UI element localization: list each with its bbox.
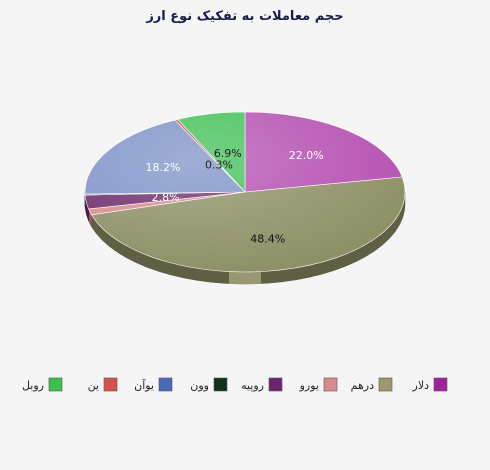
legend-swatch-3 [268, 377, 283, 392]
pie-gloss [85, 112, 405, 272]
legend-label-0: دلار [412, 379, 430, 392]
legend-swatch-7 [48, 377, 63, 392]
pie-edge-highlight [229, 270, 261, 284]
legend-swatch-2 [323, 377, 338, 392]
legend-label-7: روبل [22, 379, 44, 392]
legend-label-3: روپیه [241, 379, 264, 392]
legend-swatch-0 [433, 377, 448, 392]
pie-label-3: 2.8% [152, 191, 180, 204]
legend-label-2: یورو [299, 379, 319, 392]
pie-labels-layer: 22.0% 48.4% 2.8% 18.2% 0.3%6.9% [146, 147, 324, 246]
pie-label-0: 22.0% [289, 149, 324, 162]
pie-label-5: 18.2% [146, 161, 181, 174]
legend-swatch-1 [378, 377, 393, 392]
pie-label-7: 6.9% [214, 147, 242, 160]
legend-label-1: درهم [351, 379, 374, 392]
legend-swatch-5 [158, 377, 173, 392]
legend: دلار درهم یورو روپیه وون یوآن ین روبل [22, 377, 448, 392]
chart-title: حجم معاملات به تفکیک نوع ارز [145, 9, 343, 24]
pie-top-layer [84, 111, 406, 273]
legend-label-5: یوآن [134, 378, 154, 392]
legend-label-6: ین [88, 379, 99, 392]
pie-label-1: 48.4% [250, 233, 285, 246]
legend-label-4: وون [190, 379, 209, 392]
legend-swatch-4 [213, 377, 228, 392]
legend-swatch-6 [103, 377, 118, 392]
pie-label-6: 0.3% [205, 159, 233, 172]
